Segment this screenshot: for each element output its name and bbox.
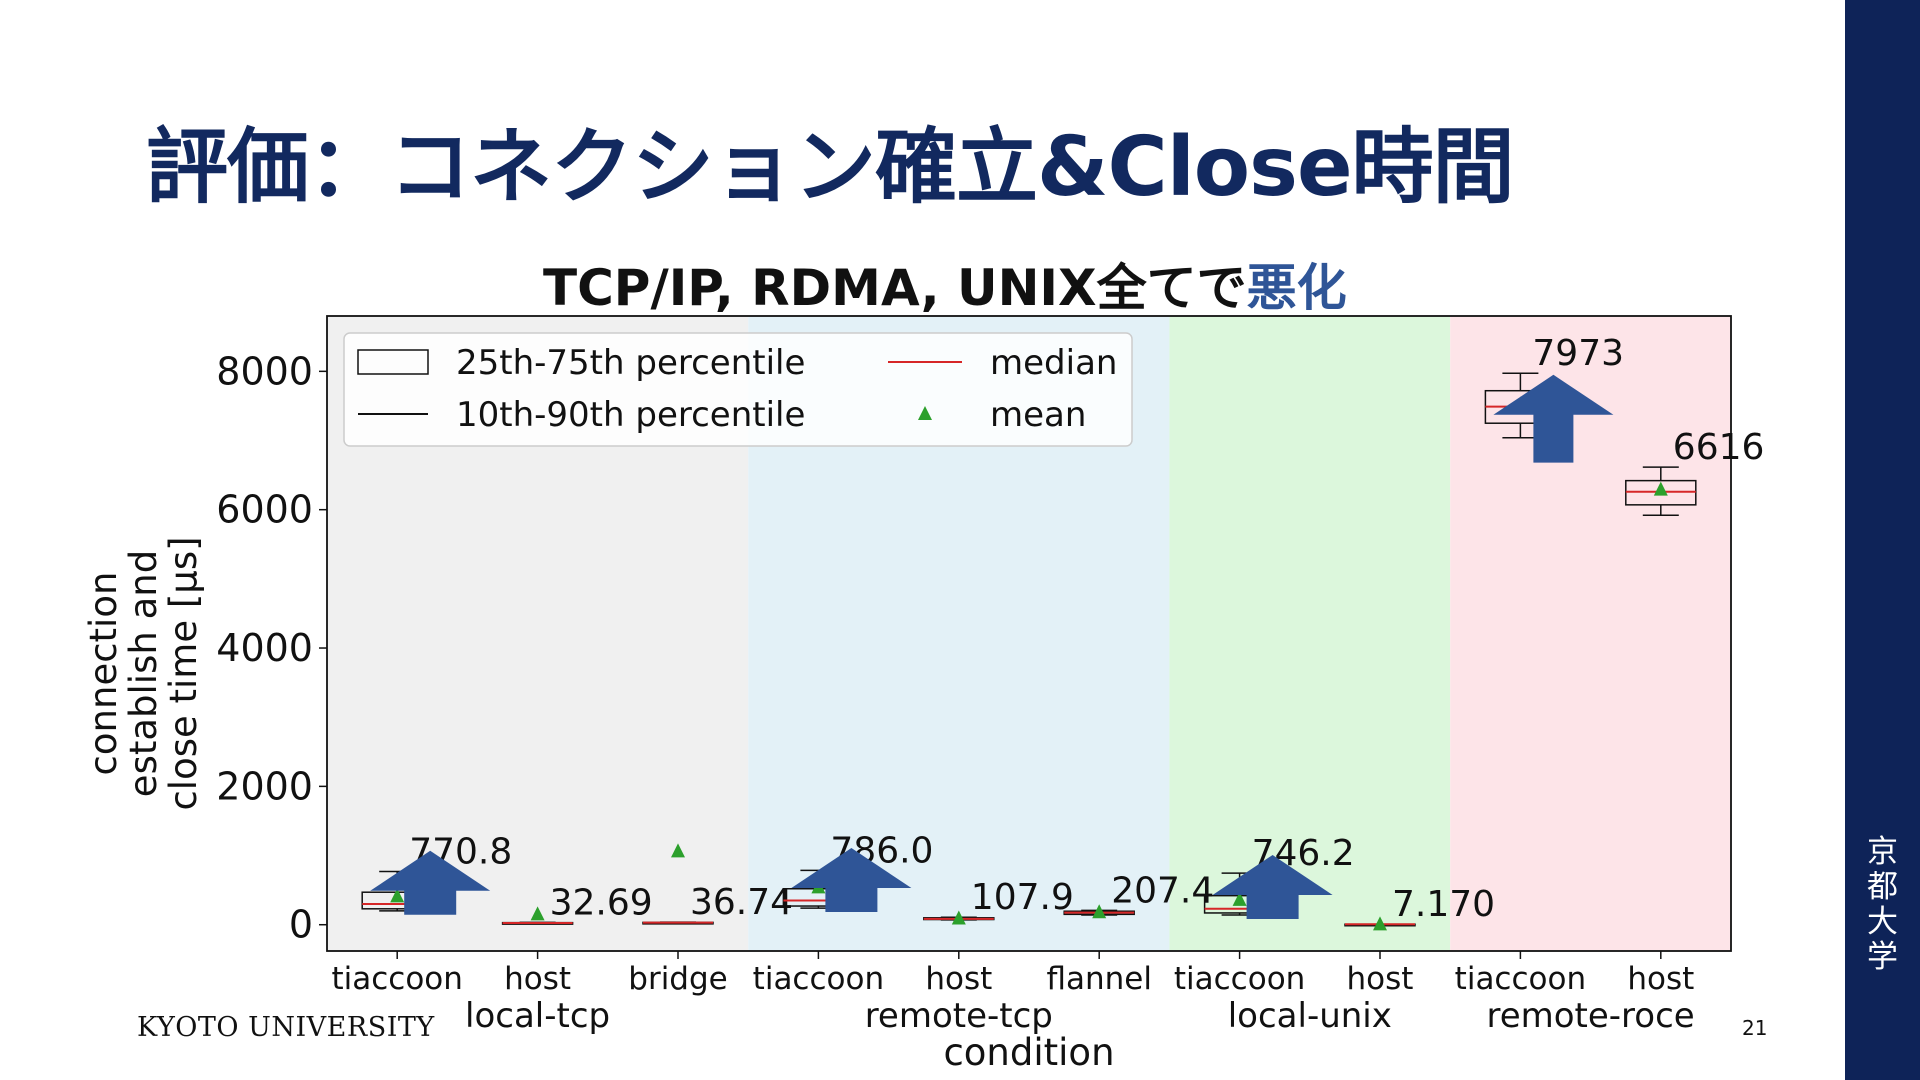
university-vertical-text: 京 都 大 学 (1845, 835, 1920, 975)
group-label: remote-tcp (865, 996, 1053, 1036)
y-tick-label: 2000 (216, 764, 313, 808)
mean-marker (1232, 891, 1247, 906)
x-tick-label: bridge (628, 961, 727, 997)
increase-arrow (370, 850, 491, 915)
group-background-remote-roce (1450, 316, 1731, 951)
x-tick-label: host (925, 961, 992, 997)
group-label: local-unix (1228, 996, 1392, 1036)
x-tick-label: host (504, 961, 571, 997)
page-number: 21 (1742, 1016, 1768, 1040)
x-tick-label: tiaccoon (753, 961, 884, 997)
y-tick-label: 8000 (216, 349, 313, 393)
y-axis-title: connectionestablish andclose time [µs] (82, 536, 205, 810)
mean-marker (1373, 916, 1387, 931)
sidebar-char: 大 (1867, 904, 1898, 940)
increase-arrow (791, 848, 912, 913)
group-label: remote-roce (1486, 996, 1694, 1036)
slide-subtitle: TCP/IP, RDMA, UNIX全てで悪化 (543, 248, 1347, 320)
y-tick-label: 6000 (216, 488, 313, 532)
annotation-label: 7973 (1532, 333, 1624, 374)
legend-swatch-box (357, 349, 429, 375)
annotation-label: 107.9 (971, 877, 1074, 918)
y-axis-title-line: close time [µs] (162, 536, 205, 810)
x-tick-label: tiaccoon (1455, 961, 1586, 997)
mean-marker (1092, 904, 1107, 919)
sidebar-char: 学 (1867, 939, 1898, 975)
mean-marker (390, 888, 405, 903)
group-background-local-unix (1169, 316, 1451, 951)
x-tick-label: tiaccoon (331, 961, 462, 997)
sidebar-band (1845, 0, 1920, 1080)
subtitle-accent: 悪化 (1246, 259, 1347, 317)
y-axis-title-line: connection (82, 572, 125, 776)
y-tick-label: 0 (289, 903, 313, 947)
x-axis-title: condition (943, 1031, 1114, 1074)
legend-label: mean (990, 395, 1086, 435)
annotation-label: 207.4 (1111, 870, 1214, 911)
subtitle-main: TCP/IP, RDMA, UNIX全てで (543, 259, 1247, 317)
x-tick-label: host (1627, 961, 1694, 997)
sidebar-char: 都 (1867, 869, 1898, 905)
mean-marker (951, 910, 966, 925)
annotation-label: 36.74 (690, 882, 793, 923)
increase-arrow (1493, 374, 1614, 463)
mean-marker (671, 843, 685, 858)
group-label: local-tcp (465, 996, 610, 1036)
x-tick-label: tiaccoon (1174, 961, 1305, 997)
mean-marker (1653, 481, 1668, 496)
increase-arrow (1212, 854, 1333, 919)
y-tick-label: 4000 (216, 626, 313, 670)
plot-frame (326, 315, 1732, 952)
box-iqr (1625, 479, 1697, 506)
legend-label: median (990, 343, 1117, 383)
footer-university: KYOTO UNIVERSITY (137, 1012, 435, 1043)
legend-label: 10th-90th percentile (456, 395, 805, 435)
annotation-label: 7.170 (1392, 884, 1495, 925)
y-axis-title-line: establish and (122, 550, 165, 797)
slide-title: 評価：コネクション確立&Close時間 (146, 120, 1515, 215)
annotation-label: 32.69 (550, 882, 653, 923)
mean-marker (530, 906, 545, 921)
x-tick-label: host (1347, 961, 1414, 997)
sidebar-char: 京 (1867, 834, 1898, 870)
legend-label: 25th-75th percentile (456, 343, 805, 383)
x-tick-label: flannel (1046, 961, 1152, 997)
legend-swatch-mean (918, 406, 932, 420)
annotation-label: 6616 (1673, 427, 1765, 468)
